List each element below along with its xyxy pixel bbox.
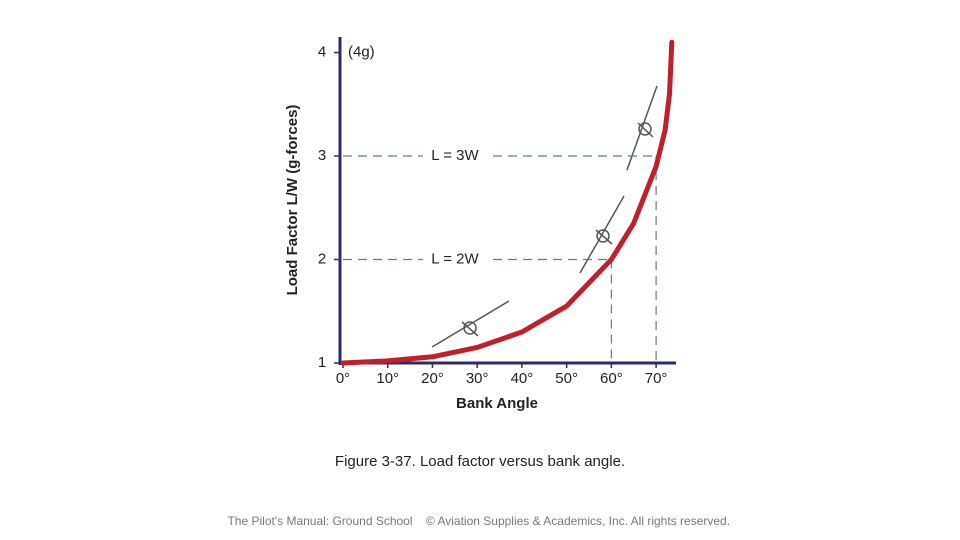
airplane-icons (431, 85, 658, 348)
x-tick-label: 50° (555, 370, 578, 387)
x-axis-title: Bank Angle (456, 395, 538, 412)
caption: Figure 3-37. Load factor versus bank ang… (335, 453, 625, 470)
airplane (579, 195, 625, 274)
y-tick-label: 3 (318, 147, 326, 164)
y-axis-title: Load Factor L/W (g-forces) (284, 105, 301, 296)
label-bg (423, 146, 487, 167)
load-factor-curve (340, 39, 675, 366)
x-tick-label: 30° (466, 370, 489, 387)
annotation: (4g) (348, 43, 375, 60)
x-tick-label: 20° (421, 370, 444, 387)
reference-label: L = 2W (431, 250, 479, 267)
reference-label: L = 3W (431, 147, 479, 164)
label-bg (423, 249, 487, 270)
x-tick-label: 10° (376, 370, 399, 387)
x-tick-label: 60° (600, 370, 623, 387)
footer-copyright: © Aviation Supplies & Academics, Inc. Al… (426, 514, 730, 528)
airplane (626, 85, 658, 171)
footer-source: The Pilot's Manual: Ground School (227, 514, 412, 528)
y-tick-label: 2 (318, 250, 326, 267)
y-tick-label: 1 (318, 354, 326, 371)
airplane (431, 300, 510, 348)
x-tick-label: 0° (336, 370, 350, 387)
y-tick-label: 4 (318, 43, 326, 60)
x-tick-label: 40° (511, 370, 534, 387)
x-tick-label: 70° (645, 370, 668, 387)
